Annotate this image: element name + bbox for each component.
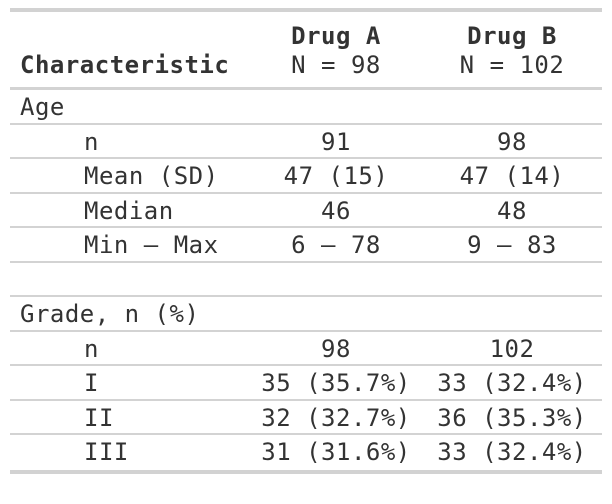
- table-header: Characteristic Drug A N = 98 Drug B N = …: [10, 12, 602, 90]
- drug-b-value: 9 – 83: [467, 231, 557, 259]
- row-label: II: [84, 403, 114, 432]
- drug-a-value: 91: [321, 127, 351, 156]
- drug-b-value: 33 (32.4%): [437, 369, 587, 397]
- row-label: Age: [20, 93, 65, 121]
- group-header-row: Age: [10, 90, 602, 125]
- drug-a-n-label: N = 98: [291, 51, 381, 79]
- drug-a-label: Drug A: [291, 22, 381, 50]
- row-label: Grade, n (%): [20, 300, 200, 328]
- drug-b-value: 36 (35.3%): [437, 403, 587, 432]
- drug-a-value: 6 – 78: [291, 231, 381, 259]
- drug-b-value: 98: [497, 127, 527, 156]
- table-row: III 31 (31.6%) 33 (32.4%): [10, 435, 602, 470]
- table-row: Median 46 48: [10, 194, 602, 228]
- drug-a-value: 46: [321, 196, 351, 225]
- spacer-row: [10, 263, 602, 297]
- drug-b-value: 33 (32.4%): [437, 438, 587, 466]
- drug-a-value: 32 (32.7%): [261, 403, 411, 432]
- row-label: Min – Max: [84, 231, 219, 259]
- drug-a-value: 31 (31.6%): [261, 438, 411, 466]
- drug-b-value: 48: [497, 196, 527, 225]
- summary-table: Characteristic Drug A N = 98 Drug B N = …: [10, 8, 602, 474]
- drug-b-value: 102: [489, 334, 535, 363]
- drug-b-label: Drug B: [467, 22, 557, 50]
- table-row: II 32 (32.7%) 36 (35.3%): [10, 401, 602, 435]
- table-row: Mean (SD) 47 (15) 47 (14): [10, 159, 602, 194]
- row-label: n: [84, 334, 99, 363]
- column-header-drug-a: Drug A N = 98: [250, 22, 422, 80]
- group-header-row: Grade, n (%): [10, 297, 602, 332]
- table-row: n 91 98: [10, 125, 602, 159]
- row-label: Median: [84, 196, 174, 225]
- table-row: I 35 (35.7%) 33 (32.4%): [10, 366, 602, 401]
- row-label: I: [84, 369, 99, 397]
- table-row: Min – Max 6 – 78 9 – 83: [10, 228, 602, 263]
- drug-a-value: 35 (35.7%): [261, 369, 411, 397]
- drug-a-value: 47 (15): [283, 162, 389, 190]
- column-header-characteristic: Characteristic: [20, 51, 230, 79]
- drug-a-value: 98: [321, 334, 351, 363]
- row-label: n: [84, 127, 99, 156]
- drug-b-n-label: N = 102: [459, 51, 565, 79]
- table-row: n 98 102: [10, 332, 602, 366]
- drug-b-value: 47 (14): [459, 162, 565, 190]
- table-body: Age n 91 98 Mean (SD) 47 (15) 47 (14) Median 46 4…: [10, 90, 602, 470]
- row-label: Mean (SD): [84, 162, 219, 190]
- column-header-drug-b: Drug B N = 102: [422, 22, 602, 80]
- row-label: III: [84, 438, 129, 466]
